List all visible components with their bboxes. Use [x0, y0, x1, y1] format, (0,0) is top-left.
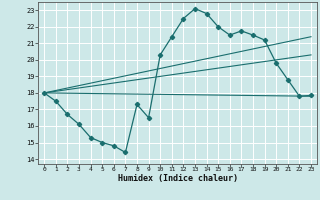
X-axis label: Humidex (Indice chaleur): Humidex (Indice chaleur): [118, 174, 238, 183]
